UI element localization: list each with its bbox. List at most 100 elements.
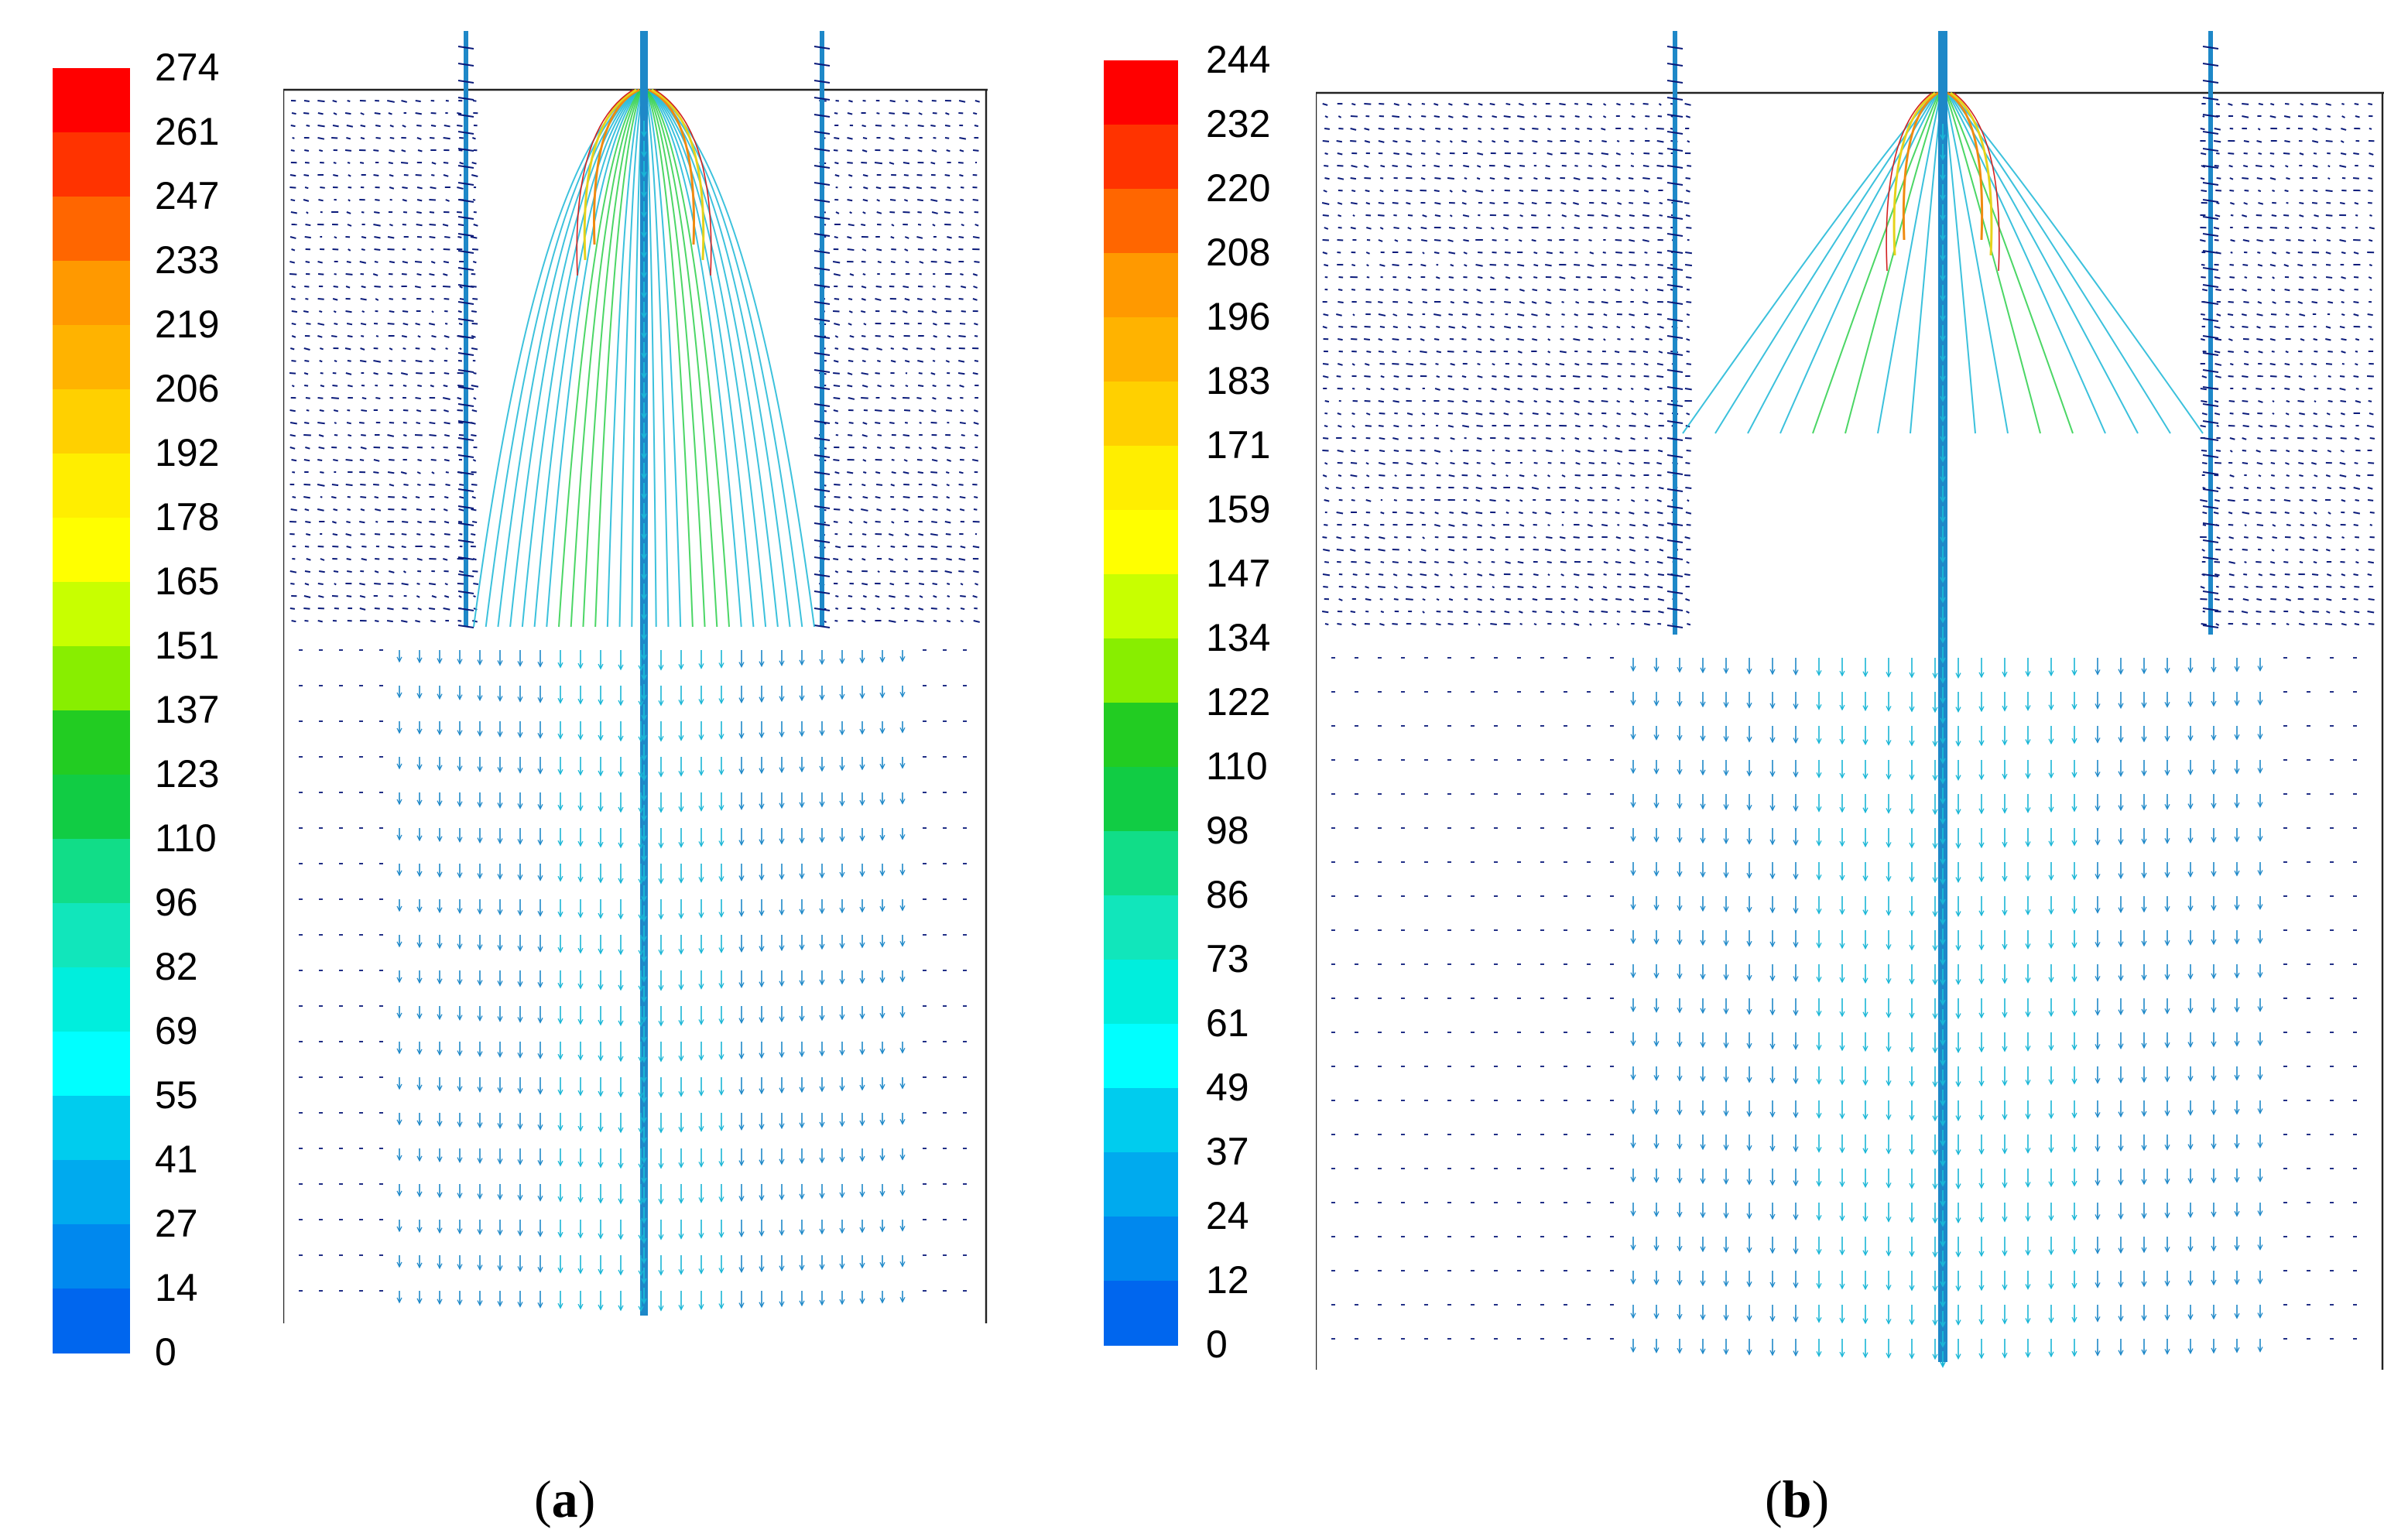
velocity-vector [1575, 301, 1580, 304]
velocity-vector [1378, 214, 1385, 217]
velocity-vector-head [839, 729, 845, 736]
velocity-vector-head [899, 1154, 906, 1161]
velocity-vector [1489, 499, 1496, 502]
velocity-vector [1532, 128, 1539, 130]
velocity-vector [401, 273, 407, 275]
velocity-vector [471, 347, 478, 351]
colorbar-tick-label: 96 [155, 881, 198, 924]
velocity-vector [1421, 115, 1427, 118]
velocity-vector [2228, 338, 2233, 341]
velocity-vector-head [819, 1121, 825, 1128]
velocity-vector-head [839, 1192, 845, 1199]
velocity-vector [333, 112, 337, 115]
velocity-vector [947, 397, 952, 400]
velocity-vector-head [1816, 772, 1822, 779]
velocity-vector [2327, 512, 2331, 515]
velocity-vector [2313, 115, 2318, 118]
velocity-vector [471, 508, 477, 512]
velocity-vector [1518, 611, 1523, 614]
velocity-vector-head [641, 312, 647, 319]
velocity-vector [1574, 363, 1580, 366]
colorbar-band [53, 1032, 130, 1097]
velocity-vector-head [1955, 843, 1961, 849]
velocity-vector [861, 335, 866, 337]
velocity-vector [814, 114, 831, 118]
velocity-vector [1380, 388, 1385, 391]
velocity-vector [2313, 412, 2317, 416]
velocity-vector [876, 484, 883, 486]
velocity-vector-head [1940, 597, 1946, 604]
velocity-vector [2298, 450, 2304, 453]
velocity-vector [360, 347, 365, 351]
velocity-vector [457, 385, 464, 388]
velocity-vector [947, 583, 951, 585]
velocity-vector [814, 607, 831, 611]
velocity-vector [1448, 524, 1455, 527]
colorbar-band [1104, 1281, 1178, 1346]
velocity-vector [457, 80, 474, 84]
velocity-vector [2256, 313, 2263, 317]
velocity-vector [1666, 301, 1684, 305]
velocity-vector [874, 409, 882, 412]
velocity-vector [2313, 561, 2317, 564]
velocity-vector [916, 347, 923, 350]
velocity-vector [1642, 239, 1649, 242]
velocity-vector [303, 607, 310, 610]
velocity-vector-head [859, 1049, 865, 1056]
velocity-vector-head [738, 1267, 745, 1274]
velocity-vector [930, 125, 936, 127]
velocity-vector [1436, 623, 1441, 626]
velocity-vector-head [1909, 774, 1915, 781]
velocity-vector [1365, 412, 1371, 416]
colorbar-tick-label: 0 [1206, 1323, 1228, 1366]
streamline-hot [1886, 92, 1933, 272]
velocity-vector [1685, 190, 1690, 193]
velocity-vector [1531, 487, 1540, 490]
velocity-vector [2201, 450, 2208, 452]
velocity-vector [1659, 437, 1663, 440]
velocity-vector [345, 372, 352, 375]
velocity-vector [1406, 289, 1411, 292]
velocity-vector [1615, 561, 1622, 564]
velocity-vector [361, 546, 367, 548]
velocity-vector [1666, 505, 1684, 509]
velocity-vector [877, 385, 882, 388]
velocity-vector [2368, 549, 2375, 551]
velocity-vector [932, 224, 936, 227]
velocity-vector [457, 522, 474, 526]
velocity-vector [1644, 388, 1650, 391]
velocity-vector [318, 434, 324, 437]
velocity-vector-head [618, 1020, 624, 1027]
velocity-vector [944, 137, 950, 139]
velocity-vector [416, 558, 423, 561]
velocity-vector-head [497, 1052, 503, 1058]
velocity-vector-head [2141, 838, 2147, 845]
streamline-hot [593, 88, 640, 245]
velocity-vector-head [2071, 669, 2077, 676]
velocity-vector-head [2048, 738, 2054, 745]
velocity-vector [1588, 326, 1594, 329]
velocity-vector-head [638, 878, 644, 885]
velocity-vector-head [638, 985, 644, 992]
velocity-vector [1601, 165, 1607, 168]
velocity-vector [1405, 598, 1413, 601]
velocity-vector-head [859, 977, 865, 984]
velocity-vector [930, 372, 936, 375]
velocity-vector-head [577, 662, 584, 669]
velocity-vector [1364, 165, 1369, 168]
velocity-vector [1518, 363, 1523, 366]
velocity-vector-head [1940, 758, 1946, 765]
velocity-vector [2200, 177, 2205, 180]
velocity-vector-head [759, 1302, 765, 1309]
velocity-vector [331, 137, 338, 139]
velocity-vector [814, 454, 831, 458]
velocity-vector-head [2257, 768, 2263, 774]
velocity-vector-head [1769, 873, 1776, 880]
colorbar-band [53, 197, 130, 262]
velocity-vector [1461, 512, 1468, 515]
velocity-vector [1666, 522, 1684, 526]
velocity-vector [917, 546, 924, 548]
streamline-hot [583, 88, 637, 261]
velocity-vector [2228, 103, 2233, 106]
velocity-vector [2298, 289, 2304, 291]
